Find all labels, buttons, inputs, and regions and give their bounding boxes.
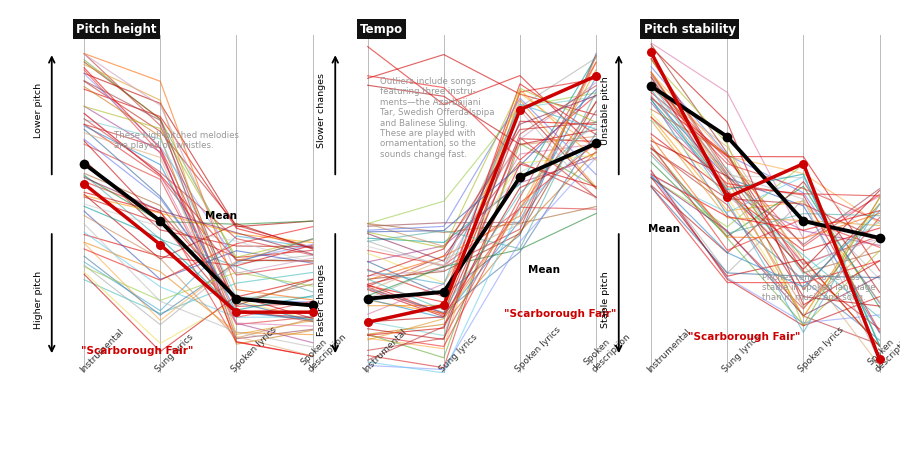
Text: Spoken lyrics: Spoken lyrics <box>230 324 279 373</box>
Text: Spoken
description: Spoken description <box>866 324 900 373</box>
Text: Unstable pitch: Unstable pitch <box>600 76 609 145</box>
Text: Spoken lyrics: Spoken lyrics <box>797 324 846 373</box>
Text: "Scarborough Fair": "Scarborough Fair" <box>81 345 194 355</box>
Text: "Scarborough Fair": "Scarborough Fair" <box>688 331 800 341</box>
Text: "Scarborough Fair": "Scarborough Fair" <box>504 308 616 318</box>
Text: Stable pitch: Stable pitch <box>600 271 609 327</box>
Text: Outliers include songs
featuring three instru-
ments—the Azerbaijani
Tar, Swedis: Outliers include songs featuring three i… <box>380 77 494 158</box>
Text: Pitch height: Pitch height <box>76 23 157 36</box>
Text: Slower changes: Slower changes <box>317 73 326 148</box>
Text: Spoken
description: Spoken description <box>582 324 632 373</box>
Text: These high-pitched melodies
are played on whistles.: These high-pitched melodies are played o… <box>113 131 238 150</box>
Text: Instrumental: Instrumental <box>361 326 409 373</box>
Text: Faster changes: Faster changes <box>317 263 326 335</box>
Text: Tempo: Tempo <box>360 23 403 36</box>
Text: Instrumental: Instrumental <box>644 326 692 373</box>
Text: Lower pitch: Lower pitch <box>33 83 42 138</box>
Text: Mean: Mean <box>205 210 238 220</box>
Text: Pitches tend to be less
stable in spoken language
than in music and song.: Pitches tend to be less stable in spoken… <box>762 272 876 302</box>
Text: Sung lyrics: Sung lyrics <box>721 332 762 373</box>
Text: Sung lyrics: Sung lyrics <box>437 332 479 373</box>
Text: Instrumental: Instrumental <box>77 326 125 373</box>
Text: Sung lyrics: Sung lyrics <box>154 332 195 373</box>
Text: Pitch stability: Pitch stability <box>644 23 735 36</box>
Text: Spoken lyrics: Spoken lyrics <box>514 324 562 373</box>
Text: Mean: Mean <box>648 224 680 234</box>
Text: Spoken
description: Spoken description <box>299 324 348 373</box>
Text: Mean: Mean <box>528 264 561 274</box>
Text: Higher pitch: Higher pitch <box>33 270 42 328</box>
